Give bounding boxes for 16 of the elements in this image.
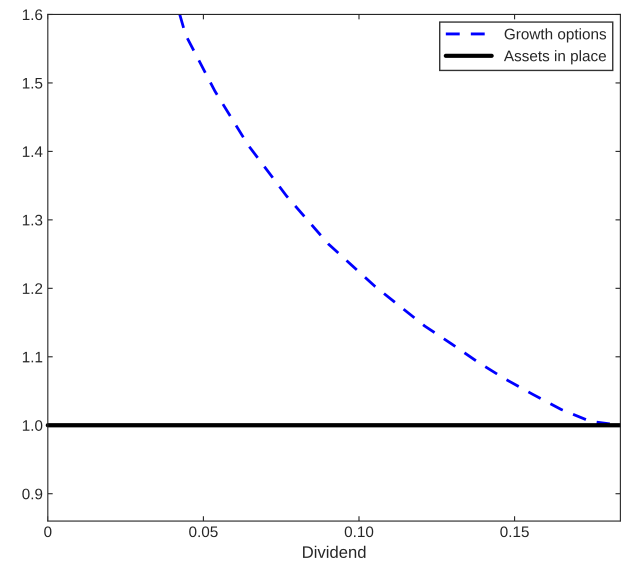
y-tick-label: 1.5	[22, 78, 42, 89]
y-tick-label: 1.6	[22, 9, 42, 20]
legend-label: Assets in place	[504, 50, 606, 64]
y-tick-label: 1.2	[22, 283, 42, 294]
y-tick-label: 1.4	[22, 146, 43, 157]
x-tick-label: 0	[44, 526, 52, 538]
y-tick-label: 1.0	[22, 420, 42, 431]
legend-label: Growth options	[504, 28, 606, 42]
x-axis-title: Dividend	[303, 546, 366, 558]
x-tick-label: 0.15	[500, 526, 529, 538]
line-series	[178, 13, 612, 426]
y-tick-label: 1.1	[22, 352, 42, 362]
x-tick-label: 0.05	[189, 526, 218, 538]
y-tick-label: 1.3	[22, 214, 42, 226]
x-tick-label: 0.10	[344, 526, 374, 538]
y-tick-label: 0.9	[22, 488, 42, 500]
